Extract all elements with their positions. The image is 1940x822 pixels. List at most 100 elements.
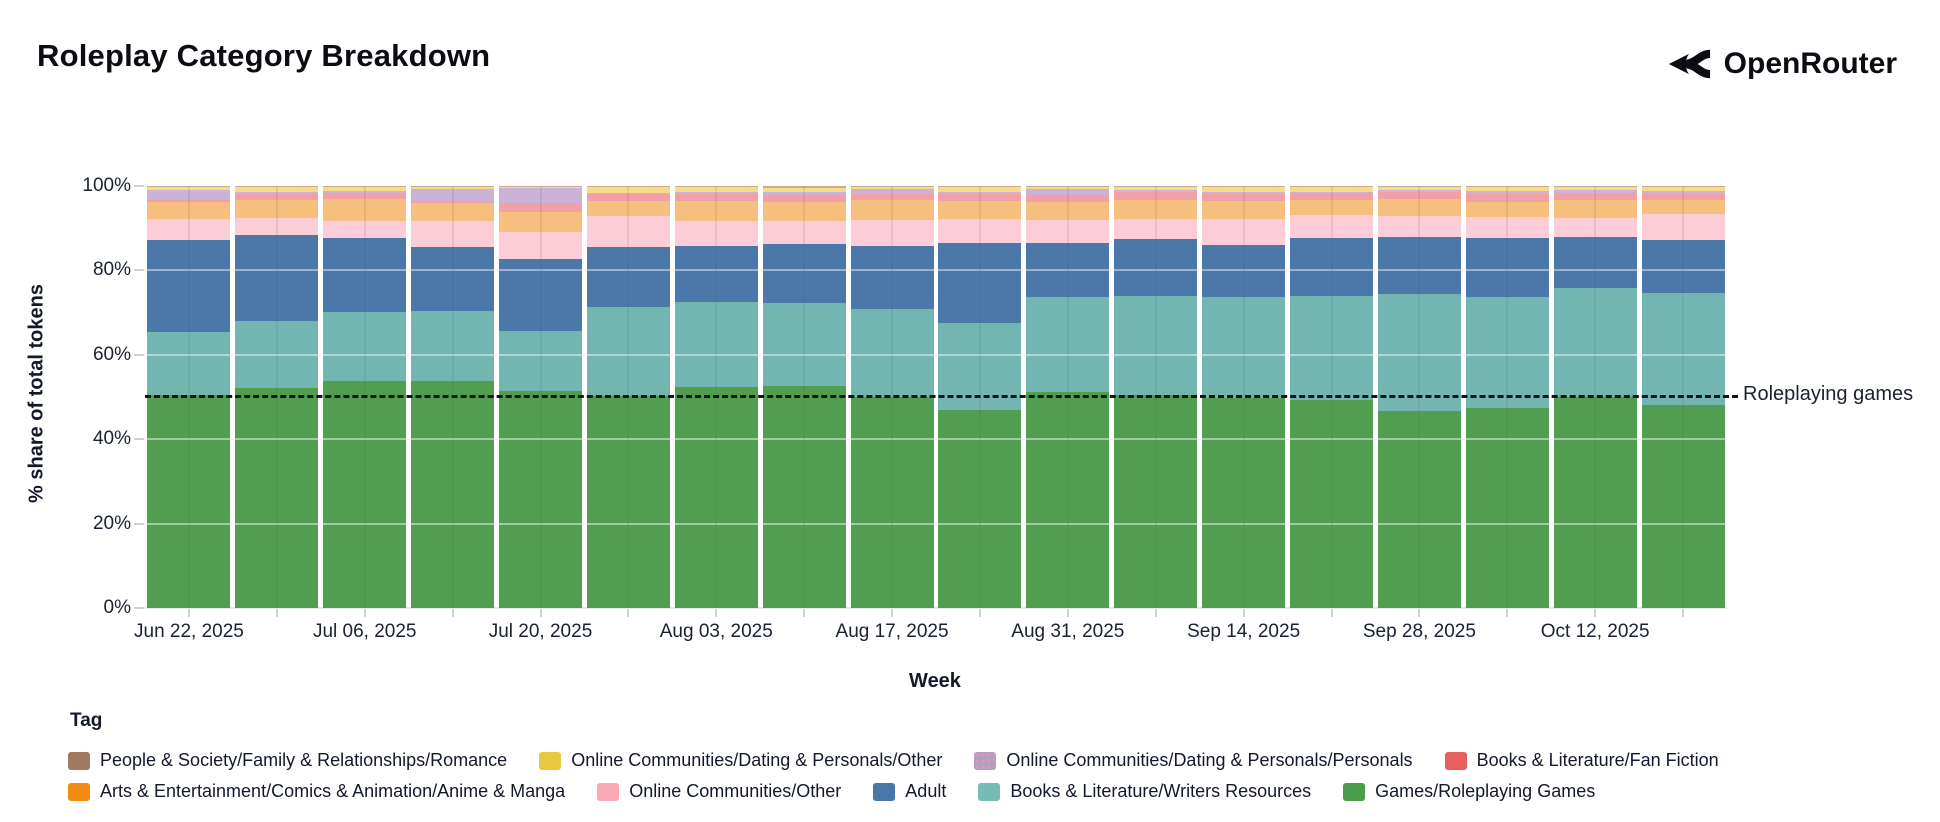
bar-segment[interactable] — [586, 186, 670, 188]
bar-segment[interactable] — [498, 186, 583, 188]
stacked-bar-oct-12-2025[interactable] — [1553, 186, 1637, 608]
bar-segment[interactable] — [1202, 186, 1286, 192]
bar-segment[interactable] — [938, 193, 1022, 202]
bar-segment[interactable] — [586, 192, 670, 195]
bar-segment[interactable] — [1465, 191, 1549, 195]
stacked-bar-aug-03-2025[interactable] — [674, 186, 758, 608]
bar-segment[interactable] — [762, 303, 846, 387]
bar-segment[interactable] — [938, 187, 1022, 192]
bar-segment[interactable] — [498, 212, 583, 232]
bar-segment[interactable] — [850, 200, 934, 221]
bar-segment[interactable] — [1641, 293, 1725, 405]
bar-segment[interactable] — [1026, 391, 1110, 608]
bar-segment[interactable] — [762, 201, 846, 222]
bar-segment[interactable] — [1553, 199, 1637, 219]
bar-segment[interactable] — [1114, 186, 1198, 191]
bar-segment[interactable] — [147, 239, 231, 332]
bar-segment[interactable] — [938, 191, 1022, 194]
bar-segment[interactable] — [235, 200, 319, 219]
stacked-bar-sep-28-2025[interactable] — [1377, 186, 1461, 608]
bar-segment[interactable] — [1289, 186, 1374, 192]
bar-segment[interactable] — [1114, 395, 1198, 608]
bar-segment[interactable] — [586, 246, 670, 307]
bar-segment[interactable] — [411, 202, 495, 221]
bar-segment[interactable] — [674, 201, 758, 222]
bar-segment[interactable] — [1641, 404, 1725, 608]
bar-segment[interactable] — [850, 246, 934, 309]
bar-segment[interactable] — [1465, 216, 1549, 239]
bar-segment[interactable] — [850, 220, 934, 247]
legend-item[interactable]: Online Communities/Dating & Personals/Pe… — [974, 750, 1413, 771]
legend-item[interactable]: Games/Roleplaying Games — [1343, 781, 1595, 802]
bar-segment[interactable] — [498, 186, 583, 187]
bar-segment[interactable] — [850, 186, 934, 187]
bar-segment[interactable] — [323, 198, 407, 222]
bar-segment[interactable] — [1377, 294, 1461, 411]
bar-segment[interactable] — [235, 194, 319, 201]
bar-segment[interactable] — [1553, 190, 1637, 193]
bar-segment[interactable] — [938, 219, 1022, 243]
bar-segment[interactable] — [235, 186, 319, 188]
bar-segment[interactable] — [1377, 186, 1461, 187]
bar-segment[interactable] — [674, 221, 758, 247]
stacked-bar-aug-17-2025[interactable] — [850, 186, 934, 608]
bar-segment[interactable] — [323, 186, 407, 188]
bar-segment[interactable] — [1114, 190, 1198, 193]
bar-segment[interactable] — [938, 201, 1022, 220]
bar-segment[interactable] — [498, 330, 583, 391]
bar-segment[interactable] — [1553, 218, 1637, 237]
bar-segment[interactable] — [1553, 192, 1637, 200]
bar-segment[interactable] — [1202, 186, 1286, 187]
legend-item[interactable]: Books & Literature/Writers Resources — [978, 781, 1311, 802]
bar-segment[interactable] — [586, 187, 670, 193]
bar-segment[interactable] — [147, 395, 231, 608]
bar-segment[interactable] — [323, 221, 407, 239]
bar-segment[interactable] — [1026, 220, 1110, 243]
bar-segment[interactable] — [1114, 192, 1198, 200]
bar-segment[interactable] — [235, 187, 319, 193]
bar-segment[interactable] — [411, 186, 495, 189]
bar-segment[interactable] — [1289, 186, 1374, 187]
bar-segment[interactable] — [1377, 190, 1461, 193]
stacked-bar-jun-29-2025[interactable] — [235, 186, 319, 608]
legend-item[interactable]: Adult — [873, 781, 946, 802]
legend-item[interactable]: Arts & Entertainment/Comics & Animation/… — [68, 781, 565, 802]
bar-segment[interactable] — [1289, 295, 1374, 401]
bar-segment[interactable] — [1377, 236, 1461, 295]
stacked-bar-jul-13-2025[interactable] — [411, 186, 495, 608]
bar-segment[interactable] — [1202, 244, 1286, 297]
bar-segment[interactable] — [411, 311, 495, 382]
bar-segment[interactable] — [586, 201, 670, 217]
bar-segment[interactable] — [498, 258, 583, 331]
bar-segment[interactable] — [1202, 219, 1286, 245]
bar-segment[interactable] — [850, 189, 934, 195]
bar-segment[interactable] — [411, 220, 495, 247]
bar-segment[interactable] — [498, 203, 583, 213]
bar-segment[interactable] — [1465, 297, 1549, 408]
bar-segment[interactable] — [411, 246, 495, 312]
bar-segment[interactable] — [235, 192, 319, 195]
bar-segment[interactable] — [1114, 219, 1198, 240]
bar-segment[interactable] — [235, 321, 319, 389]
bar-segment[interactable] — [762, 221, 846, 245]
bar-segment[interactable] — [1377, 199, 1461, 216]
bar-segment[interactable] — [147, 201, 231, 219]
bar-segment[interactable] — [938, 186, 1022, 188]
bar-segment[interactable] — [1202, 296, 1286, 398]
bar-segment[interactable] — [1026, 202, 1110, 221]
bar-segment[interactable] — [1641, 193, 1725, 201]
stacked-bar-aug-31-2025[interactable] — [1026, 186, 1110, 608]
bar-segment[interactable] — [674, 186, 758, 188]
bar-segment[interactable] — [1289, 400, 1374, 608]
bar-segment[interactable] — [1114, 295, 1198, 396]
bar-segment[interactable] — [1641, 186, 1725, 192]
bar-segment[interactable] — [323, 187, 407, 192]
bar-segment[interactable] — [762, 186, 846, 188]
bar-segment[interactable] — [498, 231, 583, 259]
bar-segment[interactable] — [1026, 186, 1110, 187]
stacked-bar-aug-10-2025[interactable] — [762, 186, 846, 608]
legend-item[interactable]: Online Communities/Dating & Personals/Ot… — [539, 750, 942, 771]
bar-segment[interactable] — [147, 186, 231, 191]
bar-segment[interactable] — [323, 193, 407, 199]
bar-segment[interactable] — [674, 386, 758, 608]
